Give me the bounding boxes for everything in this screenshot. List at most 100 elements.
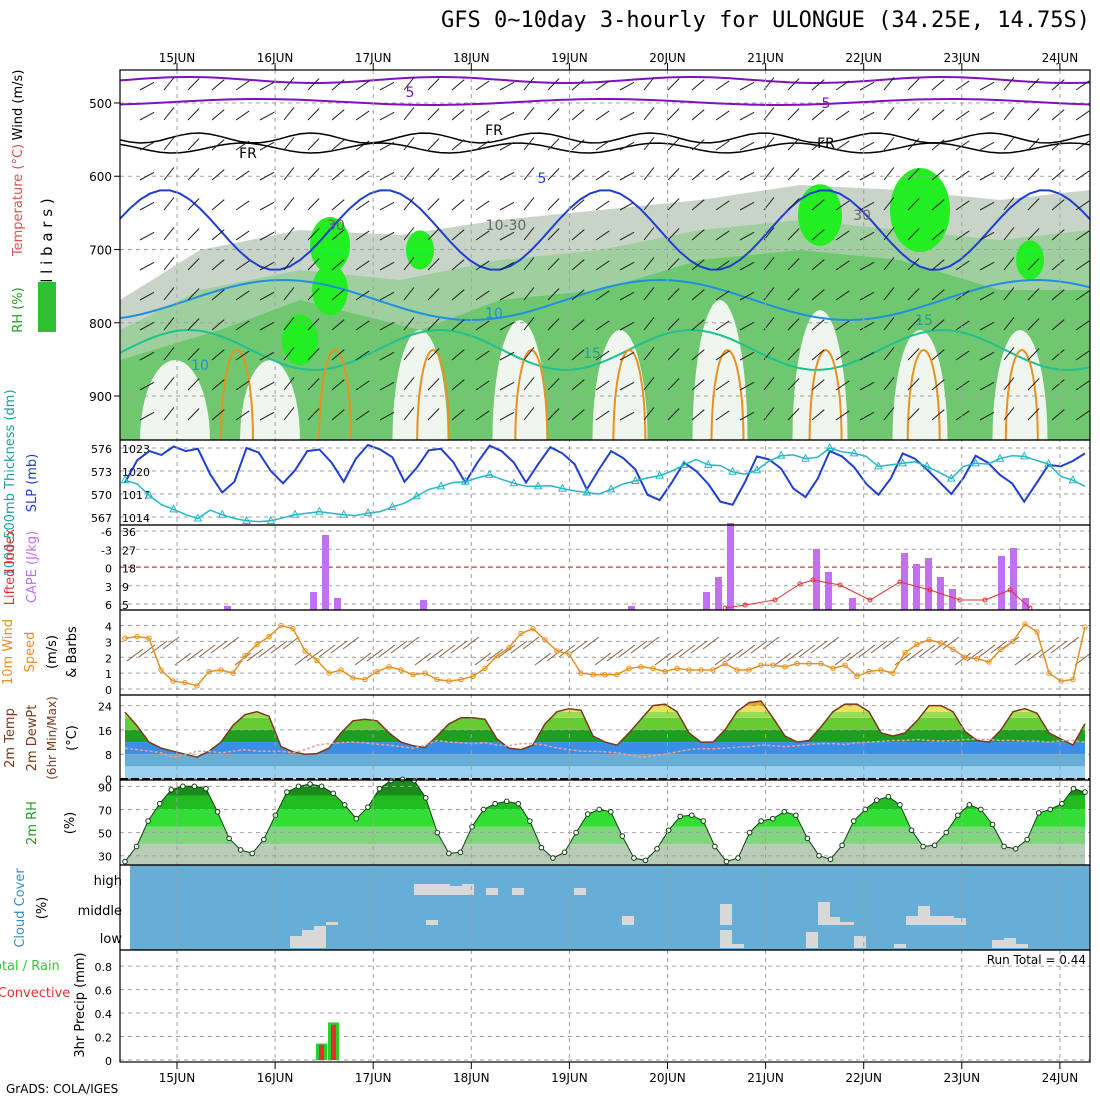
wind-barb [523, 137, 535, 151]
wind-barb [163, 407, 175, 421]
wind-barb [427, 288, 440, 301]
wind-barb [1003, 197, 1015, 211]
wind-barb [787, 258, 800, 271]
thickness-marker [995, 453, 1005, 462]
wind-speed-marker [386, 664, 392, 670]
run-total-label: Run Total = 0.44 [987, 953, 1086, 967]
wind-barb [811, 349, 825, 361]
wind-barb [978, 644, 996, 658]
wind-barb [907, 318, 920, 331]
cape-bar [825, 572, 832, 610]
wind-barb [403, 377, 415, 391]
wind-barb [259, 261, 275, 271]
rh-marker [492, 800, 498, 807]
wind-barb [763, 347, 775, 361]
wind-barb [966, 648, 984, 662]
wind-speed-marker [278, 622, 284, 629]
temp-color-band [125, 742, 1085, 755]
wind-barb [187, 138, 200, 151]
wind-barb [259, 111, 275, 121]
wind-speed-marker [602, 672, 608, 678]
wind-barb [595, 140, 610, 151]
precip-convective-bar [319, 1044, 324, 1060]
thickness-marker [533, 481, 543, 490]
cape-axis-label: CAPE (J/kg) [25, 531, 40, 603]
wind-barb [259, 171, 275, 181]
wind-barb [619, 141, 635, 151]
wind-speed-marker [482, 665, 488, 672]
rh-marker [156, 800, 163, 807]
wind-barb [427, 378, 440, 391]
wind-barb [139, 411, 155, 421]
rh-marker [122, 858, 128, 865]
wind-barb [547, 198, 560, 211]
wind-barb [883, 227, 895, 241]
wind-barb [259, 201, 275, 211]
date-label-bottom: 21JUN [747, 1071, 784, 1085]
temp-contour-20 [318, 348, 353, 441]
wind-barb [643, 107, 655, 121]
upper-air-rh-label: RH (%) [11, 287, 26, 332]
wind-barb [1003, 407, 1015, 421]
wind-barb [259, 231, 275, 241]
wind-speed-marker [218, 667, 224, 673]
wind-barb [595, 320, 610, 331]
wind-barb [1075, 110, 1090, 121]
precip-tick-label: 0.2 [95, 1032, 113, 1045]
wind-barb [1003, 107, 1015, 121]
wind-barb [667, 408, 680, 421]
rh-marker [827, 856, 834, 863]
wind-barb [547, 408, 560, 421]
wind-barb [619, 411, 635, 421]
wind-barb [619, 351, 635, 361]
wind-barb [139, 171, 155, 181]
wind-barb [211, 319, 225, 331]
wind-barb [139, 261, 155, 271]
wind-barb [931, 139, 945, 151]
thickness-marker [436, 481, 446, 490]
wind-barb [427, 138, 440, 151]
rh-marker [573, 829, 579, 836]
thickness-marker [874, 461, 883, 470]
wind-barb [595, 380, 610, 391]
wind-barb [187, 288, 200, 301]
wind-barb [739, 201, 755, 211]
wind-barb [1051, 409, 1065, 421]
wind-barb [283, 167, 295, 181]
wind-barb [715, 350, 730, 361]
wind-barb [883, 197, 895, 211]
wind-barb [211, 259, 225, 271]
wind-barb [451, 289, 465, 301]
wind-speed-marker [746, 667, 752, 673]
rh-axis-label: 2m RH [25, 801, 40, 845]
wind-barb [930, 640, 948, 654]
cloud-bar [512, 888, 524, 895]
precip-tick-label: 0 [105, 1055, 112, 1068]
temp-contour-20 [416, 348, 451, 441]
date-label-bottom: 17JUN [355, 1071, 392, 1085]
wind-barb [499, 141, 515, 151]
rh-marker [850, 818, 857, 824]
wind-barb [750, 640, 768, 654]
wind-barb [1027, 348, 1040, 361]
wind-speed-marker [362, 676, 368, 683]
contour-label: 15 [583, 346, 601, 362]
wind-barb [558, 644, 576, 658]
wind-barb [907, 198, 920, 211]
wind-barb [427, 168, 440, 181]
wind-barb [667, 378, 680, 391]
wind-barb [691, 379, 705, 391]
wind-barb [475, 380, 490, 391]
wind-barb [643, 137, 655, 151]
wind-barb [355, 350, 370, 361]
wind-speed-marker [290, 625, 296, 632]
date-label-top: 24JUN [1042, 51, 1079, 65]
cloud-bar [930, 916, 942, 925]
wind-speed-marker [302, 648, 308, 654]
rh-marker [1012, 846, 1019, 852]
slp-tick-label: 1014 [122, 512, 150, 525]
wind-barb [1051, 379, 1065, 391]
date-label-top: 19JUN [551, 51, 588, 65]
rh-saturated-blob [310, 217, 350, 273]
wind-barb [283, 317, 295, 331]
